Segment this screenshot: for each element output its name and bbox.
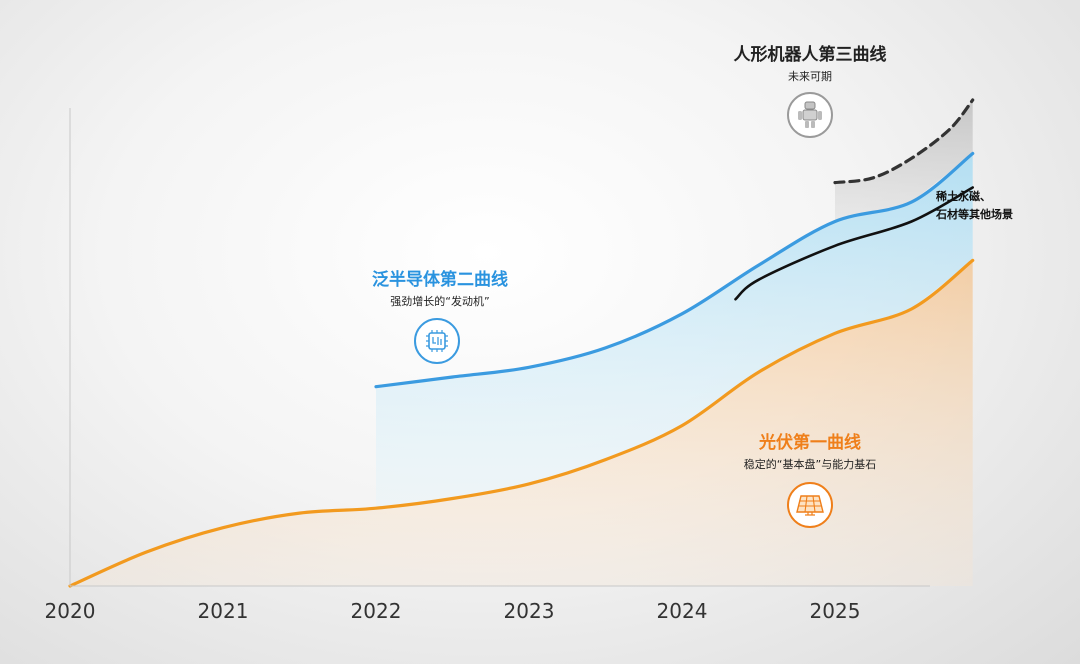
line-layer bbox=[68, 98, 975, 588]
area-layer bbox=[70, 100, 973, 586]
solar-panel-icon-glyph bbox=[796, 495, 824, 516]
x-tick-2024: 2024 bbox=[657, 599, 708, 623]
pv-title: 光伏第一曲线 bbox=[759, 433, 861, 453]
other-label-line1: 稀土永磁、 bbox=[936, 190, 991, 203]
semi-area bbox=[376, 153, 973, 509]
semi-label: 泛半导体第二曲线 强劲增长的“发动机” bbox=[340, 265, 540, 309]
robot-area bbox=[835, 100, 973, 222]
other-label-line2: 石材等其他场景 bbox=[936, 208, 1013, 221]
semi-line bbox=[374, 151, 975, 389]
pv-subtitle: 稳定的“基本盘”与能力基石 bbox=[743, 458, 877, 471]
x-tick-2020: 2020 bbox=[45, 599, 96, 623]
x-tick-2022: 2022 bbox=[351, 599, 402, 623]
solar-panel-icon bbox=[787, 482, 833, 528]
robot-icon-glyph bbox=[798, 101, 822, 128]
robot-subtitle: 未来可期 bbox=[788, 70, 832, 83]
robot-label: 人形机器人第三曲线 未来可期 bbox=[700, 40, 920, 84]
robot-title: 人形机器人第三曲线 bbox=[733, 45, 887, 65]
robot-icon bbox=[787, 92, 833, 138]
robot-line bbox=[833, 98, 975, 185]
pv-area bbox=[70, 260, 973, 586]
chip-icon-glyph bbox=[426, 330, 448, 352]
semi-title: 泛半导体第二曲线 bbox=[372, 270, 508, 290]
pv-label: 光伏第一曲线 稳定的“基本盘”与能力基石 bbox=[700, 428, 920, 472]
semi-subtitle: 强劲增长的“发动机” bbox=[390, 295, 490, 308]
chip-icon bbox=[414, 318, 460, 364]
pv-line bbox=[68, 258, 975, 588]
x-tick-2023: 2023 bbox=[504, 599, 555, 623]
x-tick-layer: 2020 2021 2022 2023 2024 2025 bbox=[45, 599, 861, 623]
rare-line bbox=[734, 186, 974, 301]
x-tick-2021: 2021 bbox=[198, 599, 249, 623]
other-label: 稀土永磁、 石材等其他场景 bbox=[936, 188, 1013, 224]
x-tick-2025: 2025 bbox=[810, 599, 861, 623]
